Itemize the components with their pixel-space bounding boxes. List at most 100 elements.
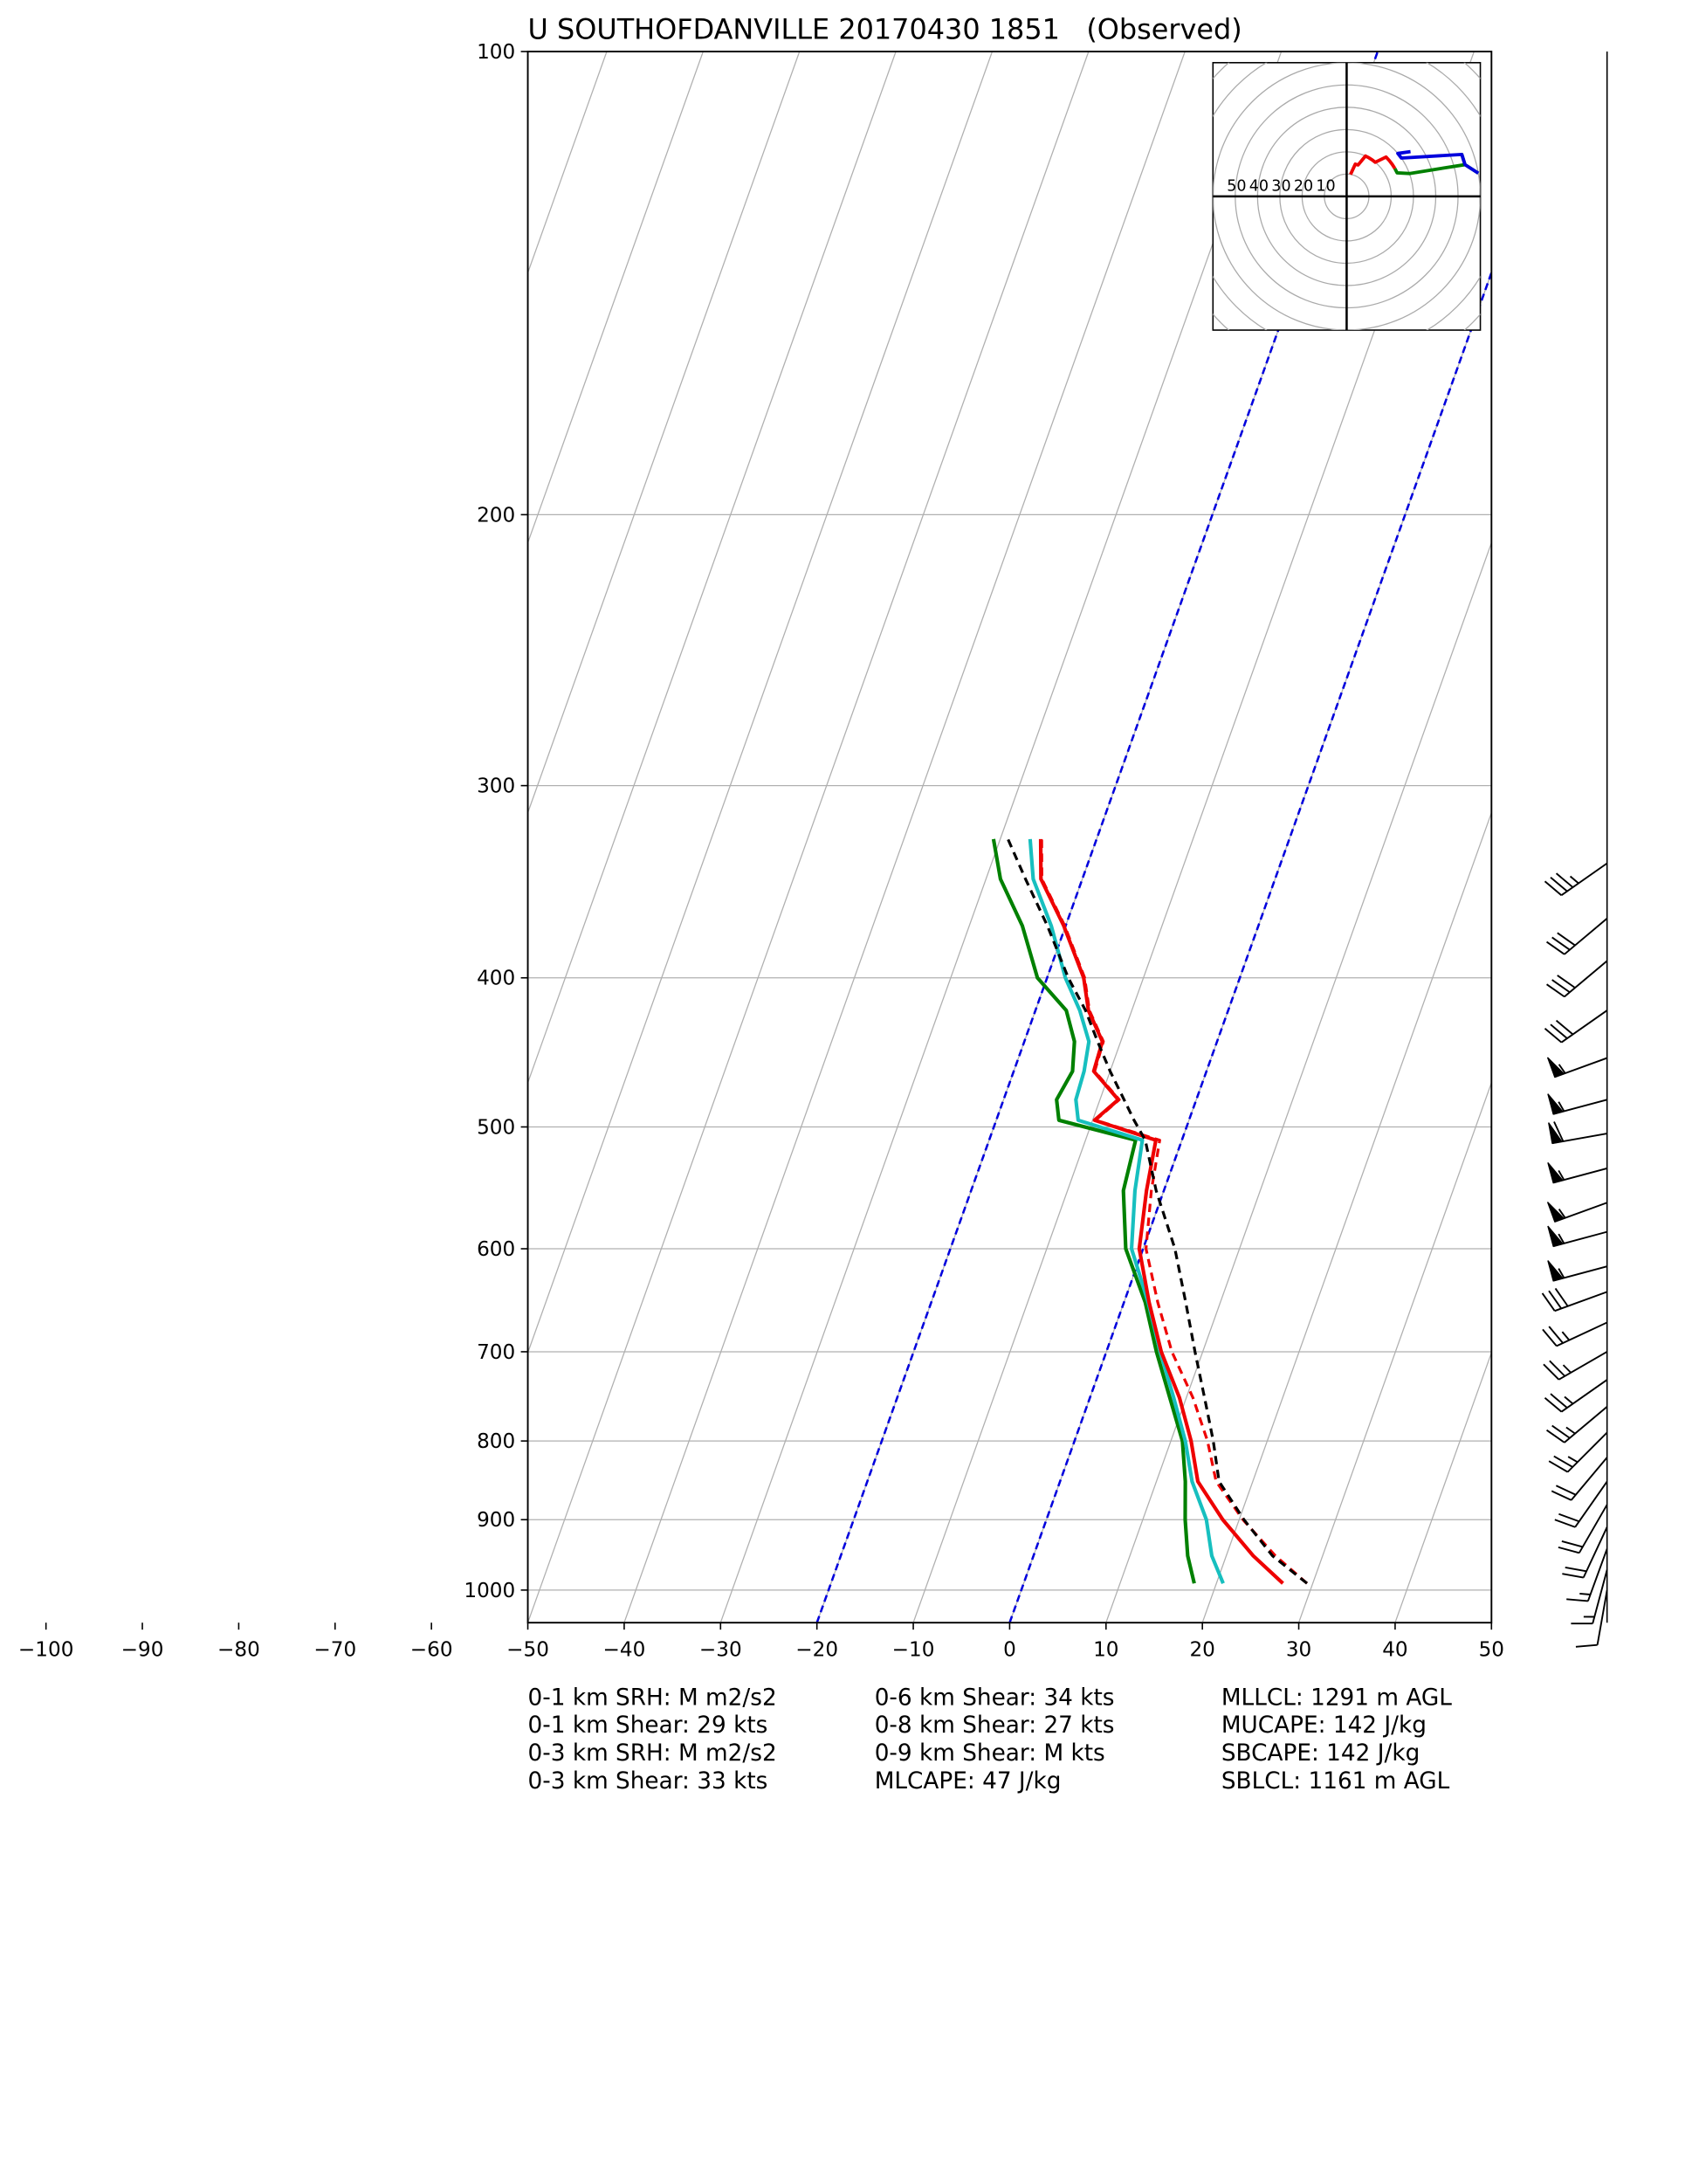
chart-title: U SOUTHOFDANVILLE 20170430 1851 (Observe… — [528, 13, 1242, 46]
x-tick-label: −40 — [603, 1638, 646, 1661]
barb-full — [1565, 1567, 1587, 1573]
wind-barb — [1546, 918, 1608, 955]
isotherm — [1201, 810, 1492, 1623]
barb-half — [1558, 1208, 1566, 1219]
barb-half — [1558, 1064, 1566, 1074]
isotherm — [527, 52, 1090, 1623]
y-tick-label: 600 — [477, 1238, 515, 1261]
wind-barb — [1541, 1287, 1608, 1312]
isotherm — [1105, 541, 1492, 1623]
y-tick-label: 1000 — [464, 1580, 515, 1602]
x-tick-label: −10 — [892, 1638, 935, 1661]
barb-full — [1550, 876, 1568, 892]
y-tick-label: 700 — [477, 1341, 515, 1364]
wind-barb — [1547, 1161, 1607, 1184]
barb-full — [1553, 1121, 1565, 1142]
y-tick-label: 300 — [477, 775, 515, 798]
wind-barb — [1562, 1526, 1608, 1579]
isotherm — [1490, 1621, 1492, 1623]
barb-half — [1579, 1592, 1591, 1595]
y-tick-label: 800 — [477, 1430, 515, 1453]
barb-full — [1555, 872, 1574, 888]
barb-pennant — [1548, 1122, 1563, 1144]
wind-barb — [1546, 960, 1608, 998]
wind-barb — [1571, 1569, 1608, 1625]
barb-half — [1561, 1331, 1571, 1341]
stat-text: 0-9 km Shear: M kts — [875, 1740, 1105, 1767]
barb-full — [1548, 1326, 1564, 1344]
x-tick-label: −20 — [795, 1638, 838, 1661]
wind-barb — [1558, 1504, 1608, 1554]
wind-barb — [1546, 1202, 1608, 1223]
hodo-ring-label: 10 — [1316, 178, 1335, 196]
barb-shaft — [1558, 1351, 1608, 1381]
profile-line — [1028, 838, 1225, 1584]
isotherm — [527, 52, 801, 815]
barb-full — [1554, 1519, 1576, 1528]
barb-shaft — [1582, 1526, 1608, 1578]
isotherm — [0, 52, 221, 1622]
barb-shaft — [1564, 918, 1608, 955]
barb-shaft — [1556, 1321, 1608, 1347]
barb-pennant — [1547, 1225, 1564, 1247]
annotations: 0-1 km SRH: M m2/s20-1 km Shear: 29 kts0… — [528, 1685, 1453, 1795]
barb-full — [1542, 1328, 1558, 1347]
wind-barb — [1544, 1379, 1608, 1413]
barb-full — [1546, 940, 1565, 955]
barb-shaft — [1560, 1009, 1608, 1044]
barb-half — [1558, 1169, 1565, 1181]
isotherm — [0, 52, 511, 1622]
barb-shaft — [1570, 1457, 1608, 1501]
x-tick-label: −100 — [18, 1638, 73, 1661]
barb-shaft — [1596, 1589, 1608, 1645]
wind-barbs — [1541, 862, 1608, 1648]
barb-half — [1565, 1426, 1576, 1435]
barb-half — [1558, 1101, 1565, 1112]
isotherm — [1394, 1351, 1492, 1623]
hodo-line — [1396, 149, 1480, 175]
x-tick-label: −30 — [699, 1638, 742, 1661]
barb-full — [1544, 1028, 1563, 1044]
barb-half — [1567, 1456, 1579, 1464]
hodo-ring-label: 20 — [1294, 178, 1313, 196]
barb-full — [1562, 1573, 1584, 1579]
hodo-ring-label: 30 — [1271, 178, 1290, 196]
barb-full — [1558, 1512, 1580, 1523]
barb-shaft — [1592, 1569, 1608, 1624]
barb-half — [1569, 875, 1579, 885]
wind-barb — [1542, 1321, 1608, 1347]
x-tick-label: 50 — [1479, 1638, 1504, 1661]
wind-barb — [1548, 1121, 1607, 1145]
isotherm — [719, 52, 1283, 1623]
isotherm — [527, 52, 704, 545]
barb-shaft — [1564, 1406, 1608, 1443]
isotherm — [0, 52, 414, 1622]
x-tick-label: −60 — [410, 1638, 453, 1661]
hodo-ring-label: 40 — [1249, 178, 1269, 196]
wind-barb — [1551, 1457, 1608, 1501]
x-tick-label: −50 — [506, 1638, 549, 1661]
stat-text: 0-1 km SRH: M m2/s2 — [528, 1685, 777, 1711]
x-tick-label: 0 — [1003, 1638, 1016, 1661]
barb-full — [1575, 1643, 1598, 1648]
profile-line — [1038, 838, 1284, 1585]
barb-half — [1558, 1233, 1565, 1244]
barb-full — [1551, 1424, 1571, 1439]
isotherm — [527, 52, 994, 1354]
barb-full — [1550, 1393, 1568, 1409]
hodo-line — [1349, 154, 1397, 176]
barb-pennant — [1546, 1202, 1565, 1223]
profile-line — [991, 838, 1196, 1584]
barb-half — [1558, 1268, 1565, 1278]
barb-full — [1566, 1598, 1588, 1602]
x-tick-label: 10 — [1093, 1638, 1118, 1661]
stat-text: 0-3 km Shear: 33 kts — [528, 1768, 768, 1795]
barb-pennant — [1546, 1057, 1565, 1078]
hodograph — [1213, 62, 1481, 331]
wind-barb — [1566, 1548, 1608, 1602]
wind-barb — [1544, 862, 1608, 897]
profile-line — [1007, 838, 1309, 1585]
